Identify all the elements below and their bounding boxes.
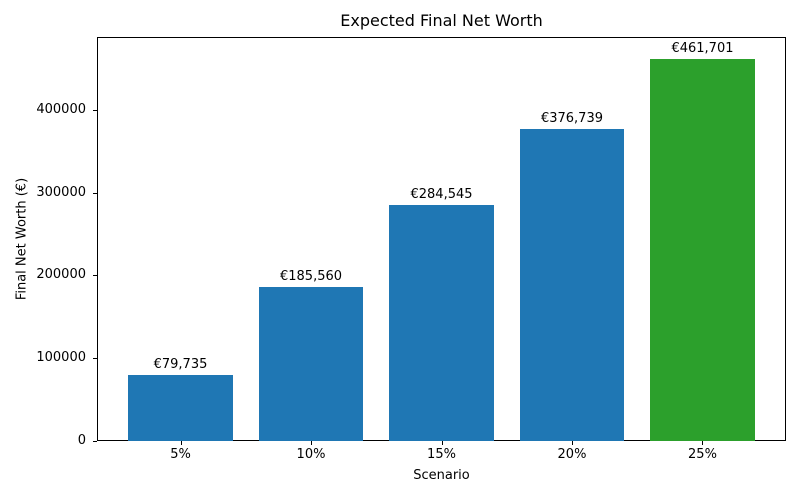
- chart-title: Expected Final Net Worth: [340, 11, 543, 30]
- x-tick-mark: [311, 441, 312, 445]
- y-tick-label: 300000: [36, 184, 86, 200]
- x-tick-mark: [571, 441, 573, 445]
- x-tick-mark: [702, 441, 704, 445]
- y-tick-mark: [93, 275, 97, 277]
- x-tick-label: 5%: [170, 447, 191, 462]
- y-tick-mark: [93, 441, 97, 442]
- bar-15%: [389, 205, 494, 441]
- bar-value-label: €185,560: [279, 269, 343, 285]
- x-tick-mark: [180, 441, 182, 445]
- x-tick-label: 20%: [557, 447, 587, 462]
- y-tick-label: 400000: [36, 101, 86, 117]
- x-tick-mark: [441, 441, 443, 445]
- bar-20%: [519, 129, 625, 441]
- bar-value-label: €284,545: [410, 187, 473, 203]
- y-tick-mark: [93, 192, 97, 194]
- y-tick-label: 200000: [36, 267, 86, 283]
- y-tick-label: 100000: [36, 350, 86, 366]
- bar-value-label: €79,735: [153, 356, 208, 372]
- y-tick-label: 0: [77, 433, 86, 448]
- bar-10%: [258, 287, 364, 441]
- bar-value-label: €376,739: [540, 111, 603, 127]
- bar-value-label: €461,701: [671, 40, 734, 56]
- x-tick-label: 25%: [688, 447, 717, 462]
- bar-25%: [650, 58, 755, 441]
- y-tick-mark: [93, 109, 97, 111]
- y-tick-mark: [93, 358, 97, 360]
- x-tick-label: 10%: [296, 447, 326, 462]
- x-tick-label: 15%: [427, 447, 456, 462]
- bar-5%: [128, 374, 233, 441]
- x-axis-label: Scenario: [413, 468, 470, 483]
